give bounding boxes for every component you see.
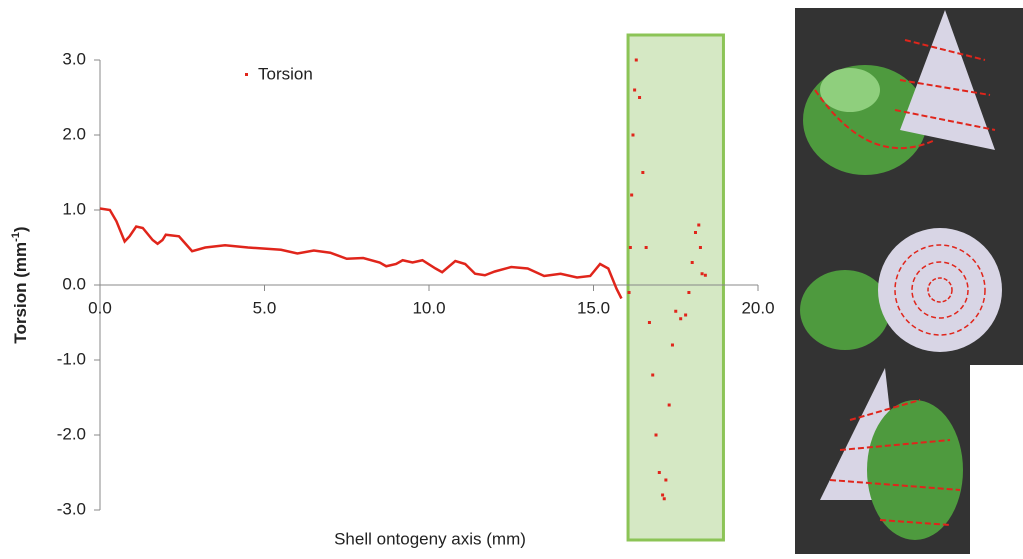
x-tick-label: 20.0 bbox=[741, 298, 774, 317]
data-point bbox=[628, 246, 632, 249]
y-tick-label: 2.0 bbox=[62, 124, 86, 143]
y-tick-label: -2.0 bbox=[57, 424, 86, 443]
x-axis-label: Shell ontogeny axis (mm) bbox=[334, 529, 526, 548]
data-point bbox=[638, 96, 642, 99]
legend-label: Torsion bbox=[258, 64, 313, 83]
shell-curve bbox=[829, 399, 961, 526]
data-point bbox=[698, 246, 702, 249]
y-axis-label-end: ) bbox=[11, 226, 30, 232]
data-point bbox=[641, 171, 645, 174]
data-point bbox=[634, 58, 638, 62]
data-point bbox=[684, 313, 688, 317]
y-tick-label: -1.0 bbox=[57, 349, 86, 368]
data-point bbox=[667, 403, 671, 407]
y-tick-label: 3.0 bbox=[62, 49, 86, 68]
x-tick-label: 15.0 bbox=[577, 298, 610, 317]
shell-green bbox=[867, 400, 963, 540]
y-tick-label: 1.0 bbox=[62, 199, 86, 218]
shell-curve bbox=[814, 39, 996, 150]
data-point bbox=[670, 343, 674, 347]
data-point bbox=[654, 433, 658, 437]
data-point bbox=[693, 231, 697, 234]
data-point bbox=[703, 273, 707, 277]
data-point bbox=[674, 309, 678, 313]
data-point bbox=[631, 133, 635, 137]
data-point bbox=[651, 373, 655, 377]
shell-curve bbox=[894, 244, 986, 336]
data-point bbox=[679, 317, 683, 321]
shell-curve bbox=[927, 277, 953, 303]
legend-marker bbox=[245, 73, 248, 76]
data-point bbox=[687, 291, 691, 294]
data-point bbox=[697, 223, 701, 227]
data-point bbox=[647, 321, 651, 324]
data-point bbox=[627, 291, 631, 294]
data-point bbox=[662, 497, 666, 501]
x-tick-label: 10.0 bbox=[412, 298, 445, 317]
shell-aperture bbox=[820, 68, 880, 112]
data-point bbox=[661, 493, 665, 497]
y-axis-label-sup: -1 bbox=[10, 232, 22, 242]
shell-images bbox=[795, 8, 1023, 554]
y-tick-label: 0.0 bbox=[62, 274, 86, 293]
data-point bbox=[644, 246, 648, 249]
y-axis-label-main: Torsion (mm bbox=[11, 242, 30, 344]
data-point bbox=[700, 272, 704, 276]
y-axis-label: Torsion (mm-1) bbox=[10, 226, 31, 343]
data-point bbox=[633, 88, 637, 92]
highlight-region bbox=[626, 33, 725, 542]
data-point bbox=[690, 261, 694, 264]
y-tick-label: -3.0 bbox=[57, 499, 86, 518]
shell-whorl bbox=[878, 228, 1002, 352]
data-point bbox=[664, 478, 668, 482]
plot: -3.0 -2.0 -1.0 0.0 1.0 2.0 3.0 0.0 5.0 10.0 15.0 20… bbox=[57, 33, 775, 542]
shell-green bbox=[800, 270, 890, 350]
data-point bbox=[630, 193, 634, 197]
x-tick-label: 0.0 bbox=[88, 298, 112, 317]
x-tick-label: 5.0 bbox=[253, 298, 277, 317]
data-point bbox=[657, 471, 661, 474]
shell-curve bbox=[911, 261, 969, 319]
series-line bbox=[99, 207, 623, 300]
